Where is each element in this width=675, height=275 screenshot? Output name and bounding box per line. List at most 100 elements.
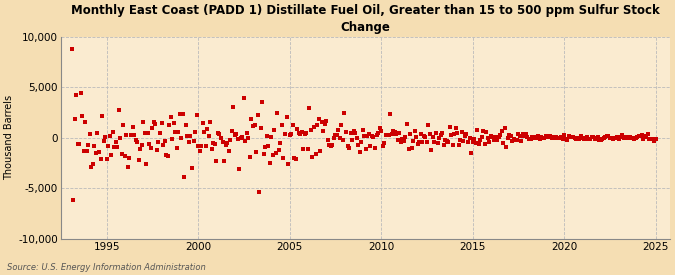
Point <box>360 147 371 151</box>
Point <box>353 143 364 148</box>
Point <box>244 155 255 159</box>
Point <box>574 137 585 141</box>
Point <box>423 123 434 127</box>
Point <box>150 122 161 126</box>
Point <box>452 131 463 135</box>
Point <box>487 135 497 139</box>
Text: Source: U.S. Energy Information Administration: Source: U.S. Energy Information Administ… <box>7 263 205 272</box>
Point <box>520 132 531 136</box>
Point <box>563 134 574 138</box>
Point <box>118 123 129 128</box>
Point <box>592 135 603 140</box>
Point <box>496 128 507 133</box>
Point <box>315 149 325 153</box>
Point <box>213 131 223 135</box>
Point <box>519 134 530 139</box>
Point <box>435 133 446 137</box>
Point <box>107 130 118 134</box>
Point <box>192 144 203 148</box>
Point <box>290 157 301 161</box>
Point <box>350 131 360 136</box>
Point <box>271 150 281 155</box>
Point <box>456 130 467 134</box>
Point <box>266 134 277 139</box>
Point <box>400 135 411 139</box>
Point <box>357 128 368 132</box>
Point <box>338 138 348 142</box>
Point <box>539 136 549 140</box>
Point <box>148 120 159 124</box>
Point <box>588 135 599 140</box>
Point <box>220 142 231 147</box>
Point <box>618 136 629 140</box>
Point <box>171 145 182 150</box>
Point <box>526 134 537 139</box>
Point <box>553 136 564 140</box>
Point <box>603 134 614 139</box>
Point <box>580 136 591 141</box>
Point <box>598 136 609 140</box>
Point <box>302 147 313 152</box>
Point <box>373 130 383 135</box>
Point <box>513 132 524 136</box>
Point <box>562 138 572 142</box>
Point <box>301 131 312 135</box>
Point <box>318 129 329 133</box>
Point <box>348 129 359 133</box>
Point <box>379 141 389 146</box>
Point <box>448 143 458 148</box>
Point <box>388 129 399 133</box>
Point <box>84 132 95 136</box>
Point <box>248 123 259 128</box>
Point <box>279 132 290 136</box>
Point <box>316 120 327 124</box>
Point <box>156 121 167 125</box>
Point <box>506 134 516 139</box>
Point <box>630 136 641 140</box>
Point <box>199 130 210 135</box>
Point <box>250 150 261 155</box>
Point <box>531 135 542 140</box>
Point <box>173 130 184 134</box>
Point <box>351 136 362 141</box>
Point <box>484 140 495 144</box>
Point <box>217 139 228 144</box>
Point <box>323 138 333 142</box>
Point <box>645 137 656 141</box>
Point <box>76 91 86 95</box>
Point <box>335 136 346 140</box>
Point <box>470 141 481 146</box>
Point <box>119 154 130 158</box>
Point <box>138 120 148 124</box>
Point <box>94 149 105 154</box>
Y-axis label: Thousand Barrels: Thousand Barrels <box>4 95 14 180</box>
Point <box>197 121 208 125</box>
Point <box>313 117 324 121</box>
Point <box>425 132 435 136</box>
Point <box>164 123 175 128</box>
Point <box>609 136 620 140</box>
Point <box>615 135 626 139</box>
Point <box>231 131 242 136</box>
Point <box>238 96 249 100</box>
Point <box>115 136 126 140</box>
Point <box>530 136 541 140</box>
Point <box>281 114 292 119</box>
Point <box>345 131 356 136</box>
Point <box>396 140 406 145</box>
Point <box>321 118 331 123</box>
Point <box>468 137 479 141</box>
Point <box>485 133 496 138</box>
Point <box>472 128 483 133</box>
Point <box>612 135 623 139</box>
Point <box>265 161 275 165</box>
Point <box>109 145 119 149</box>
Point <box>502 136 513 141</box>
Point <box>516 139 526 143</box>
Point <box>508 136 519 141</box>
Point <box>639 134 650 139</box>
Point <box>288 123 298 127</box>
Point <box>174 112 185 117</box>
Point <box>68 198 78 203</box>
Point <box>377 144 388 148</box>
